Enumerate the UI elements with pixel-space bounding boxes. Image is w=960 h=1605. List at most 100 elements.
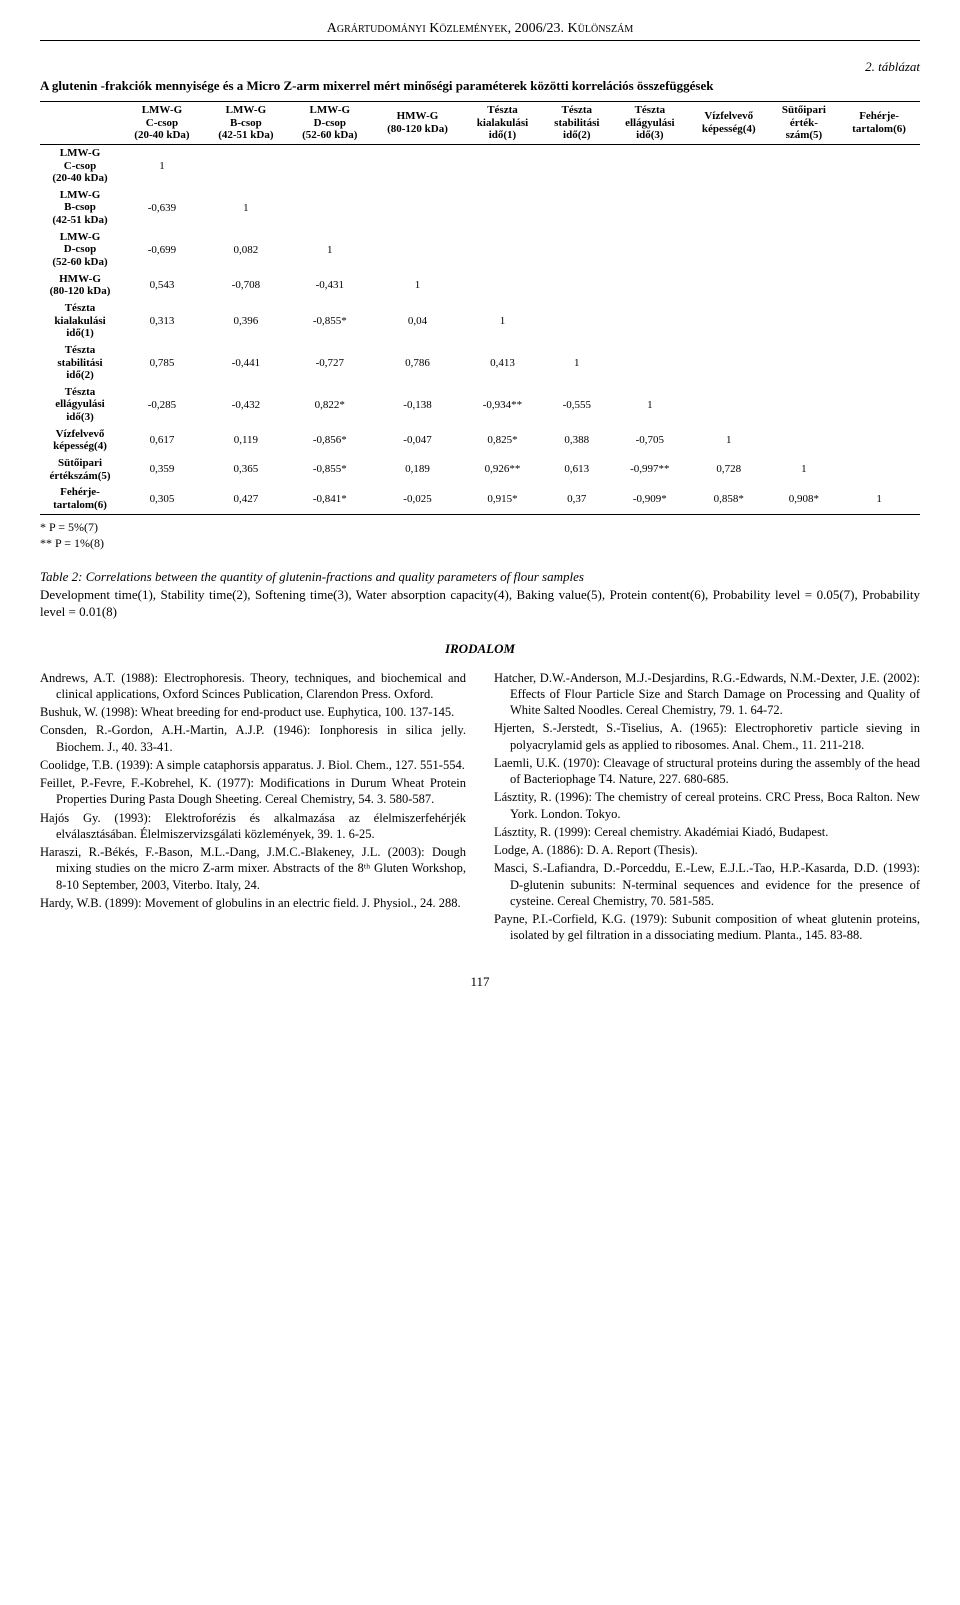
cell: -0,555: [542, 384, 612, 426]
cell: 0,396: [204, 300, 288, 342]
cell: 1: [542, 342, 612, 384]
cell: 1: [838, 484, 920, 514]
references-heading: IRODALOM: [40, 641, 920, 658]
references-right-column: Hatcher, D.W.-Anderson, M.J.-Desjardins,…: [494, 670, 920, 946]
cell: 1: [770, 455, 838, 484]
cell: [463, 187, 542, 229]
cell: [372, 229, 463, 271]
cell: 0,359: [120, 455, 204, 484]
cell: -0,431: [288, 271, 372, 300]
row-label: LMW-GC-csop(20-40 kDa): [40, 144, 120, 186]
row-label: Tésztaellágyulásiidő(3): [40, 384, 120, 426]
reference-entry: Feillet, P.-Fevre, F.-Kobrehel, K. (1977…: [40, 775, 466, 808]
row-label: LMW-GD-csop(52-60 kDa): [40, 229, 120, 271]
cell: [612, 229, 688, 271]
cell: -0,047: [372, 426, 463, 455]
col-header: LMW-GB-csop(42-51 kDa): [204, 101, 288, 144]
row-label: Sütőipariértékszám(5): [40, 455, 120, 484]
col-header: LMW-GD-csop(52-60 kDa): [288, 101, 372, 144]
table-title: A glutenin -frakciók mennyisége és a Mic…: [40, 78, 920, 95]
cell: -0,441: [204, 342, 288, 384]
cell: [288, 187, 372, 229]
cell: [612, 144, 688, 186]
cell: 1: [612, 384, 688, 426]
cell: [688, 229, 770, 271]
table-row: Tésztaellágyulásiidő(3)-0,285-0,4320,822…: [40, 384, 920, 426]
col-header: Vízfelvevőképesség(4): [688, 101, 770, 144]
cell: [612, 342, 688, 384]
cell: [770, 271, 838, 300]
cell: [204, 144, 288, 186]
cell: [770, 342, 838, 384]
cell: 0,786: [372, 342, 463, 384]
table-row: LMW-GC-csop(20-40 kDa)1: [40, 144, 920, 186]
footnote-p5: * P = 5%(7): [40, 519, 920, 536]
col-header: Tésztakialakulásiidő(1): [463, 101, 542, 144]
footnote-p1: ** P = 1%(8): [40, 535, 920, 552]
reference-entry: Haraszi, R.-Békés, F.-Bason, M.L.-Dang, …: [40, 844, 466, 893]
cell: [463, 144, 542, 186]
reference-entry: Lodge, A. (1886): D. A. Report (Thesis).: [494, 842, 920, 858]
cell: 0,908*: [770, 484, 838, 514]
cell: -0,639: [120, 187, 204, 229]
cell: [612, 271, 688, 300]
cell: [542, 144, 612, 186]
cell: -0,855*: [288, 455, 372, 484]
cell: -0,856*: [288, 426, 372, 455]
cell: [688, 271, 770, 300]
cell: [770, 300, 838, 342]
cell: 1: [204, 187, 288, 229]
cell: 0,858*: [688, 484, 770, 514]
correlation-table: LMW-GC-csop(20-40 kDa) LMW-GB-csop(42-51…: [40, 101, 920, 515]
cell: [542, 229, 612, 271]
page-header: Agrártudományi Közlemények, 2006/23. Kül…: [40, 20, 920, 41]
col-header: Tésztaellágyulásiidő(3): [612, 101, 688, 144]
reference-entry: Hjerten, S.-Jerstedt, S.-Tiselius, A. (1…: [494, 720, 920, 753]
table-row: HMW-G(80-120 kDa)0,543-0,708-0,4311: [40, 271, 920, 300]
col-header: HMW-G(80-120 kDa): [372, 101, 463, 144]
reference-entry: Andrews, A.T. (1988): Electrophoresis. T…: [40, 670, 466, 703]
cell: 1: [120, 144, 204, 186]
caption-rest: Development time(1), Stability time(2), …: [40, 587, 920, 620]
cell: -0,699: [120, 229, 204, 271]
cell: 0,825*: [463, 426, 542, 455]
cell: -0,285: [120, 384, 204, 426]
reference-entry: Payne, P.I.-Corfield, K.G. (1979): Subun…: [494, 911, 920, 944]
reference-entry: Bushuk, W. (1998): Wheat breeding for en…: [40, 704, 466, 720]
reference-entry: Masci, S.-Lafiandra, D.-Porceddu, E.-Lew…: [494, 860, 920, 909]
cell: 1: [372, 271, 463, 300]
reference-entry: Consden, R.-Gordon, A.H.-Martin, A.J.P. …: [40, 722, 466, 755]
cell: -0,708: [204, 271, 288, 300]
table-caption: Table 2: Correlations between the quanti…: [40, 568, 920, 621]
table-row: Tésztastabilitásiidő(2)0,785-0,441-0,727…: [40, 342, 920, 384]
row-label: Tésztakialakulásiidő(1): [40, 300, 120, 342]
col-header: LMW-GC-csop(20-40 kDa): [120, 101, 204, 144]
cell: [770, 229, 838, 271]
table-row: Vízfelvevőképesség(4)0,6170,119-0,856*-0…: [40, 426, 920, 455]
cell: [612, 300, 688, 342]
cell: [372, 187, 463, 229]
cell: [463, 229, 542, 271]
cell: 0,305: [120, 484, 204, 514]
cell: 0,926**: [463, 455, 542, 484]
reference-entry: Hatcher, D.W.-Anderson, M.J.-Desjardins,…: [494, 670, 920, 719]
references: Andrews, A.T. (1988): Electrophoresis. T…: [40, 670, 920, 946]
cell: [770, 144, 838, 186]
cell: 0,617: [120, 426, 204, 455]
cell: -0,997**: [612, 455, 688, 484]
table-row: LMW-GD-csop(52-60 kDa)-0,6990,0821: [40, 229, 920, 271]
cell: 0,313: [120, 300, 204, 342]
cell: -0,934**: [463, 384, 542, 426]
cell: -0,727: [288, 342, 372, 384]
cell: [688, 187, 770, 229]
reference-entry: Hardy, W.B. (1899): Movement of globulin…: [40, 895, 466, 911]
cell: [688, 144, 770, 186]
cell: [770, 426, 838, 455]
cell: [838, 271, 920, 300]
row-label: Vízfelvevőképesség(4): [40, 426, 120, 455]
cell: [463, 271, 542, 300]
col-header: Tésztastabilitásiidő(2): [542, 101, 612, 144]
cell: -0,138: [372, 384, 463, 426]
table-label: 2. táblázat: [40, 59, 920, 76]
cell: 0,413: [463, 342, 542, 384]
